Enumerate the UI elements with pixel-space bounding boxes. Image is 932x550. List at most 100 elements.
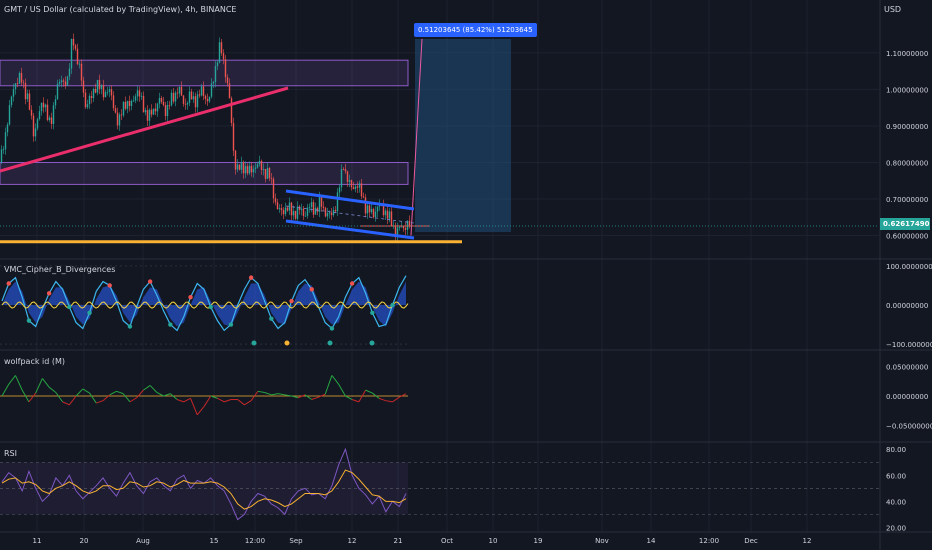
- time-tick: Aug: [136, 537, 150, 545]
- candle-body: [352, 187, 355, 190]
- candle-body: [288, 202, 291, 211]
- candle-body: [268, 168, 271, 179]
- time-tick: Dec: [744, 537, 758, 545]
- ascending-trendline[interactable]: [0, 86, 289, 173]
- candle-body: [402, 226, 405, 229]
- cross-dot: [147, 279, 153, 284]
- candle-body: [96, 80, 99, 93]
- candle-body: [252, 168, 255, 173]
- candle-body: [264, 168, 267, 179]
- candle-body: [390, 211, 393, 227]
- rsi-pane: 80.00 60.00 40.00 20.00: [0, 446, 906, 532]
- candle-body: [266, 168, 269, 179]
- candle-body: [10, 96, 13, 106]
- channel-upper-line[interactable]: [285, 189, 415, 211]
- candle-body: [174, 92, 177, 102]
- candle-body: [112, 95, 115, 109]
- candle-body: [282, 210, 285, 215]
- candle-body: [256, 164, 259, 168]
- candle-body: [178, 86, 181, 94]
- signal-dot: [251, 340, 257, 346]
- wolfpack-segment: [8, 375, 16, 385]
- candle-body: [182, 95, 185, 104]
- candle-body: [312, 202, 315, 215]
- candle-body: [198, 94, 201, 96]
- candle-body: [334, 209, 337, 212]
- candle-body: [148, 109, 151, 121]
- wolfpack-pane-title: wolfpack id (M): [4, 357, 66, 366]
- time-tick: 12: [803, 537, 812, 545]
- candle-body: [298, 206, 301, 210]
- price-candles: [0, 33, 430, 242]
- cross-dot: [46, 291, 52, 296]
- candle-body: [38, 111, 41, 120]
- candle-body: [306, 207, 309, 216]
- candle-body: [28, 93, 31, 110]
- candle-body: [24, 83, 27, 100]
- candle-body: [320, 197, 323, 207]
- candle-body: [186, 102, 189, 105]
- wolfpack-segment: [89, 392, 97, 404]
- wolfpack-segment: [351, 399, 360, 403]
- candle-body: [106, 91, 109, 93]
- candle-body: [242, 162, 245, 174]
- wolfpack-segment: [264, 392, 272, 396]
- candle-body: [294, 211, 297, 219]
- candle-body: [18, 72, 21, 84]
- candle-body: [54, 99, 57, 106]
- wolfpack-segment: [102, 394, 111, 402]
- candle-body: [354, 186, 357, 190]
- price-tick: 0.60000000: [886, 233, 928, 241]
- candle-body: [130, 100, 133, 106]
- candle-body: [144, 110, 147, 113]
- wolfpack-segment: [156, 392, 164, 397]
- projected-move-line: [410, 38, 423, 236]
- wolfpack-segment: [143, 385, 151, 391]
- candle-body: [76, 48, 79, 65]
- time-tick: 20: [80, 537, 89, 545]
- candle-body: [70, 38, 73, 69]
- chart-title: GMT / US Dollar (calculated by TradingVi…: [4, 5, 237, 14]
- candle-body: [212, 81, 215, 84]
- candle-body: [204, 95, 207, 99]
- candle-body: [190, 91, 193, 100]
- candle-body: [42, 102, 45, 108]
- candle-body: [364, 197, 367, 214]
- time-tick: 12: [348, 537, 357, 545]
- time-axis: 11 20 Aug 15 12:00 Sep 12 21 Oct 10 19 Nov 14 12:00 De…: [33, 537, 812, 545]
- candle-body: [180, 86, 183, 96]
- candle-body: [356, 186, 359, 188]
- signal-dot: [284, 340, 290, 346]
- candle-body: [340, 169, 343, 188]
- candle-body: [184, 103, 187, 105]
- wolfpack-segment: [338, 384, 346, 397]
- candle-body: [46, 104, 49, 121]
- cross-dot: [370, 310, 375, 316]
- currency-label: USD: [884, 5, 902, 14]
- candle-body: [234, 150, 237, 170]
- channel-lower-line[interactable]: [285, 219, 415, 240]
- candle-body: [20, 72, 23, 83]
- candle-body: [400, 226, 403, 228]
- cross-dot: [26, 318, 32, 323]
- zone-rect: [0, 161, 409, 185]
- candle-body: [250, 165, 253, 173]
- candle-body: [342, 169, 345, 170]
- candle-body: [280, 208, 283, 211]
- candle-body: [72, 38, 75, 46]
- wolfpack-segment: [109, 390, 117, 396]
- wolfpack-pane: 0.05000000 0.00000000 −0.05000000: [0, 364, 932, 430]
- candle-body: [114, 108, 117, 113]
- candle-body: [238, 164, 241, 170]
- wolfpack-segment: [210, 395, 218, 399]
- candle-body: [374, 211, 377, 218]
- candle-body: [104, 92, 107, 98]
- candle-body: [152, 108, 155, 115]
- candle-body: [262, 168, 265, 170]
- wolfpack-segment: [68, 395, 77, 406]
- wolfpack-segment: [324, 375, 333, 395]
- candle-body: [26, 93, 29, 100]
- candle-body: [386, 210, 389, 219]
